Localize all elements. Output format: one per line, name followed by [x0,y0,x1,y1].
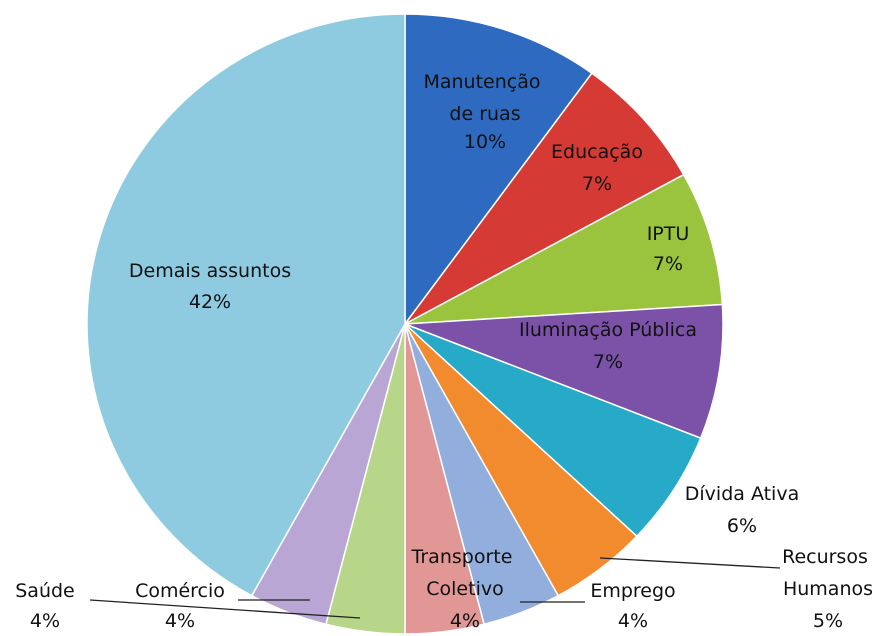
value-label: 10% [464,131,506,153]
slice-label: Transporte Coletivo [411,546,519,600]
value-label: 4% [30,610,60,632]
slice-label: Emprego [590,580,675,602]
label-line: de ruas [449,103,520,125]
leader-line [89,599,361,619]
slice [404,323,702,538]
value-label: 7% [593,351,623,373]
slice-label: Dívida Ativa [685,483,799,505]
value-label: 7% [653,253,683,275]
label-line: Transporte [411,546,519,568]
slice [404,173,724,325]
slice-label: Educação [551,141,643,163]
leader-line [599,557,781,569]
slice-label: Manutenção de ruas [423,71,546,125]
value-label: 5% [813,610,843,632]
slice [404,72,685,325]
slice-label: Iluminação Pública [519,319,697,341]
slice-label: IPTU [647,223,690,245]
value-label: 4% [450,610,480,632]
label-line: Coletivo [426,578,503,600]
value-label: 4% [165,610,195,632]
slice [404,303,724,440]
slice [86,13,406,597]
label-line: Humanos [783,578,873,600]
value-label: 6% [727,515,757,537]
slice-label: Saúde [15,580,75,602]
value-label: 42% [189,291,231,313]
label-line: Recursos [782,546,874,568]
slice [404,13,593,327]
label-line: Manutenção [423,71,546,93]
slice-label: Comércio [135,580,225,602]
value-label: 4% [618,610,648,632]
slice-label: Demais assuntos [129,260,291,282]
value-label: 7% [582,173,612,195]
slice-label: Recursos Humanos [782,546,874,600]
